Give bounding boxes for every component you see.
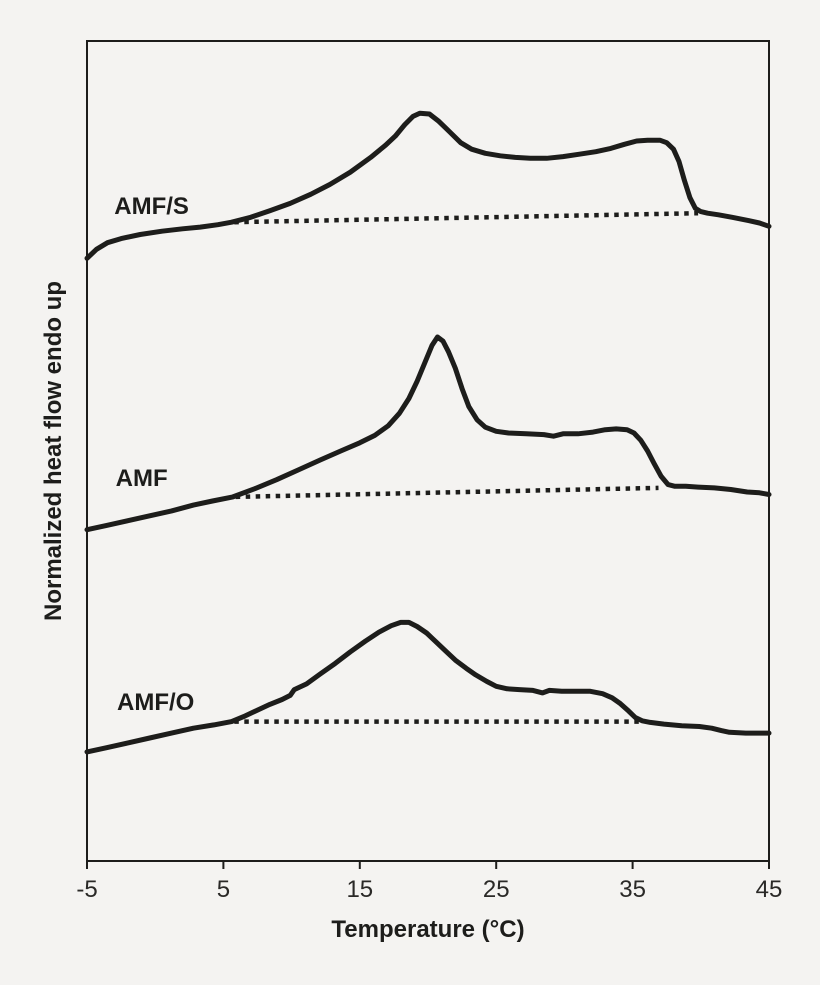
- plot-border: [86, 40, 770, 862]
- curve-label-amf-o: AMF/O: [117, 689, 194, 716]
- y-axis-title: Normalized heat flow endo up: [40, 281, 67, 621]
- curve-label-amf-s: AMF/S: [114, 193, 189, 220]
- curve-amf-s: [84, 110, 772, 261]
- x-tick-label: 25: [483, 876, 510, 903]
- baseline-amf-s-baseline: [234, 210, 699, 225]
- baseline-group: [234, 210, 699, 724]
- x-tick-label: -5: [76, 876, 97, 903]
- curve-group: [84, 110, 772, 755]
- curve-labels: AMF/S AMF AMF/O: [114, 193, 194, 716]
- x-axis-ticks: [86, 861, 770, 869]
- x-axis-title: Temperature (°C): [331, 916, 524, 943]
- x-tick-label: 15: [346, 876, 373, 903]
- x-tick-label: 35: [619, 876, 646, 903]
- curve-amf-o: [84, 619, 772, 755]
- x-tick-label: 5: [217, 876, 230, 903]
- curve-label-amf: AMF: [116, 465, 168, 492]
- x-axis-tick-labels: -5 5 15 25 35 45: [76, 876, 782, 903]
- baseline-amf-baseline: [235, 485, 659, 500]
- curve-amf: [84, 334, 772, 533]
- x-tick-label: 45: [756, 876, 783, 903]
